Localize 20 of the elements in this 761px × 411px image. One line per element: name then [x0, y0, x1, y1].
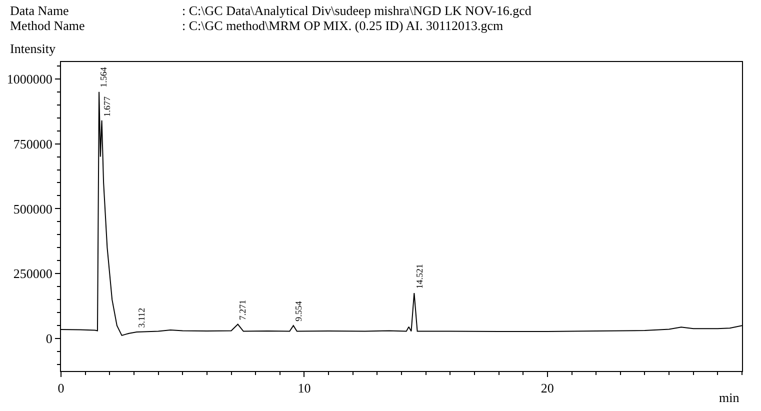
annotation: 7.271 — [238, 300, 248, 320]
y-axis-title: Intensity — [10, 41, 56, 56]
annotation: 9.554 — [293, 300, 304, 322]
y-tick-label: 500000 — [13, 201, 52, 216]
y-tick-label: 250000 — [13, 266, 52, 282]
y-tick-label: 1000000 — [6, 71, 52, 86]
y-tick-label: 750000 — [13, 136, 52, 152]
x-tick-label: 10 — [298, 380, 311, 396]
text: : C:\GC method\MRM OP MIX. (0.25 ID) AI. 30112013.gcm — [182, 18, 504, 33]
text: Method Name — [10, 18, 85, 33]
x-tick-label: 20 — [540, 380, 554, 396]
text: : C:\GC Data\Analytical Div\sudeep mishra\NGD LK NOV-16.gcd — [182, 3, 532, 18]
y-tick-label: 0 — [46, 331, 52, 346]
text: Data Name — [10, 3, 70, 18]
x-axis-title: min — [719, 390, 740, 405]
annotation: 1.677 — [102, 96, 112, 117]
x-tick-label: 0 — [58, 380, 64, 396]
annotation: 14.521 — [414, 264, 425, 289]
annotation: 1.564 — [98, 66, 109, 88]
annotation: 3.112 — [136, 308, 147, 328]
